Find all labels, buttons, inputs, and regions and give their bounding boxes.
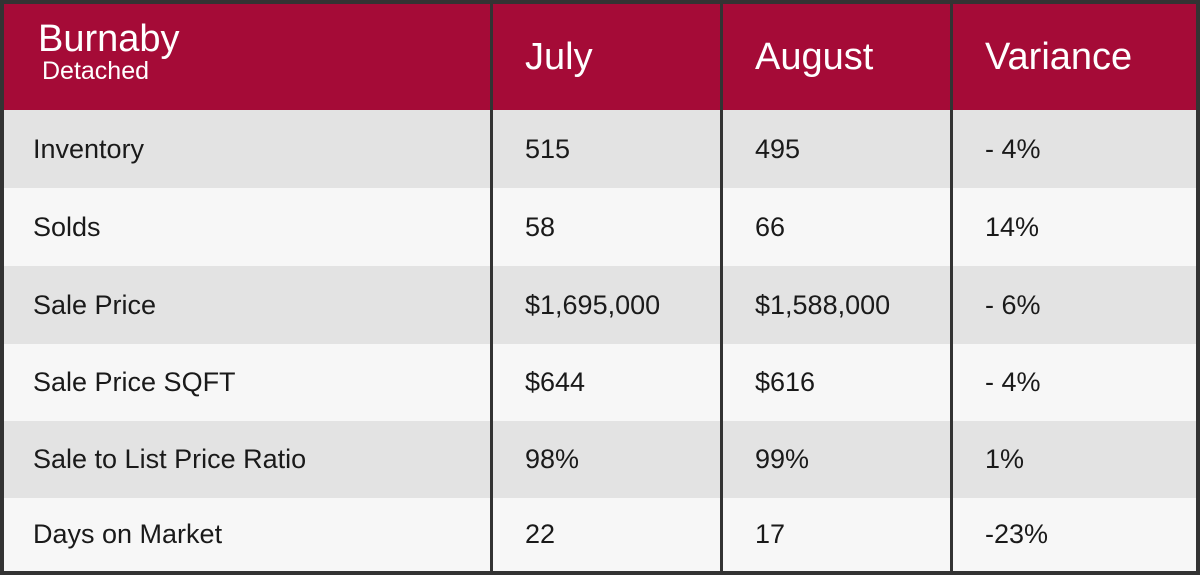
- column-header: July: [493, 4, 720, 110]
- row-label: Sale Price SQFT: [4, 344, 490, 421]
- table-cell: - 6%: [953, 266, 1196, 344]
- table-cell: 515: [493, 110, 720, 188]
- table-subtitle: Detached: [42, 57, 150, 86]
- table-cell: 66: [723, 188, 950, 266]
- table-cell: $616: [723, 344, 950, 421]
- table-cell: - 4%: [953, 110, 1196, 188]
- data-table: Burnaby Detached July August Variance Inven…: [4, 4, 1196, 571]
- table-cell: 98%: [493, 421, 720, 498]
- table-cell: 17: [723, 498, 950, 571]
- row-label: Days on Market: [4, 498, 490, 571]
- table-cell: $644: [493, 344, 720, 421]
- table-cell: 14%: [953, 188, 1196, 266]
- table-cell: 1%: [953, 421, 1196, 498]
- column-header: Variance: [953, 4, 1196, 110]
- table-cell: 22: [493, 498, 720, 571]
- table-cell: 99%: [723, 421, 950, 498]
- row-label: Sale Price: [4, 266, 490, 344]
- table-cell: -23%: [953, 498, 1196, 571]
- table-cell: 495: [723, 110, 950, 188]
- table-cell: 58: [493, 188, 720, 266]
- table-cell: $1,588,000: [723, 266, 950, 344]
- table-cell: - 4%: [953, 344, 1196, 421]
- table-title: Burnaby: [38, 17, 180, 60]
- row-label: Inventory: [4, 110, 490, 188]
- header-cell: Burnaby Detached: [4, 4, 490, 110]
- column-header: August: [723, 4, 950, 110]
- table-cell: $1,695,000: [493, 266, 720, 344]
- row-label: Solds: [4, 188, 490, 266]
- row-label: Sale to List Price Ratio: [4, 421, 490, 498]
